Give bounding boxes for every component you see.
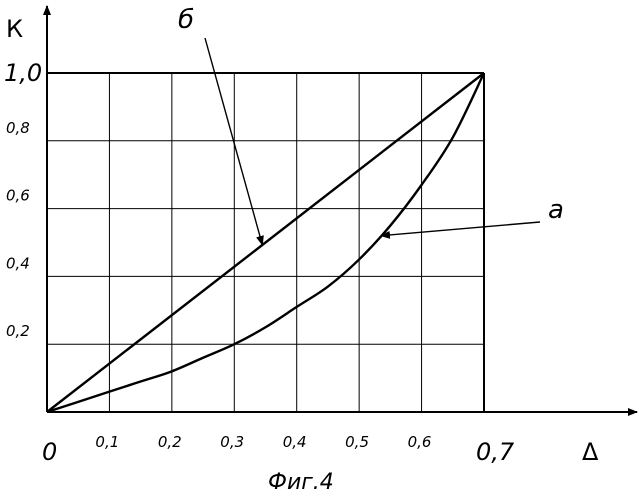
- x-tick-label: 0,2: [158, 433, 182, 451]
- y-tick-label: 0,2: [6, 322, 30, 340]
- y-tick-label: 0,4: [6, 254, 30, 272]
- series-line-0: [47, 73, 484, 412]
- x-tick-label: 0,6: [408, 433, 432, 451]
- y-tick-label: 0,8: [6, 119, 30, 137]
- y-tick-label: 1,0: [4, 59, 42, 87]
- series-group: [47, 73, 484, 412]
- annotation-leader-0: [205, 38, 262, 245]
- x-tick-label: 0,7: [476, 438, 515, 466]
- x-tick-label: 0,4: [283, 433, 307, 451]
- y-axis-label: К: [6, 15, 23, 43]
- x-axis-label: Δ: [582, 438, 599, 466]
- y-tick-label: 0,6: [6, 187, 30, 205]
- curve-label-0: б: [178, 5, 194, 35]
- x-tick-label: 0: [42, 438, 57, 466]
- x-tick-label: 0,5: [345, 433, 369, 451]
- x-tick-label: 0,1: [95, 433, 119, 451]
- figure-caption: Фиг.4: [268, 470, 334, 495]
- curve-label-1: а: [548, 195, 564, 225]
- tick-labels: 0 0,1 0,2 0,3 0,4 0,5 0,6 0,7 0,2 0,4 0,6 0,8 1,0: [4, 59, 515, 466]
- x-tick-label: 0,3: [220, 433, 244, 451]
- annotation-leader-1: [381, 222, 540, 236]
